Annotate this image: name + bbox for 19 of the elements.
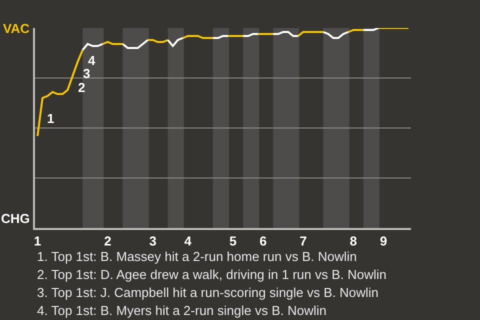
- text: 1. Top 1st: B. Massey hit a 2-run home run vs B. Nowlin: [37, 249, 357, 264]
- text: 3. Top 1st: J. Campbell hit a run-scoring single vs B. Nowlin: [37, 285, 379, 300]
- x-tick-label: 9: [380, 233, 388, 248]
- annotation: 1: [47, 111, 54, 126]
- text: 2. Top 1st: D. Agee drew a walk, driving in 1 run vs B. Nowlin: [37, 267, 386, 282]
- x-tick-label: 8: [350, 233, 357, 248]
- x-tick-label: 4: [184, 233, 192, 248]
- annotation: 2: [78, 80, 86, 95]
- text: CHG: [1, 211, 30, 226]
- text: 4. Top 1st: B. Myers hit a 2-run single vs B. Nowlin: [37, 303, 326, 318]
- x-tick-label: 6: [259, 233, 267, 248]
- x-tick-label: 2: [104, 233, 112, 248]
- annotation: 3: [83, 66, 90, 81]
- text: VAC: [3, 21, 30, 36]
- annotation: 4: [88, 53, 96, 68]
- x-tick-label: 3: [149, 233, 156, 248]
- x-tick-label: 1: [34, 233, 42, 248]
- x-tick-label: 5: [229, 233, 237, 248]
- x-tick-label: 7: [300, 233, 307, 248]
